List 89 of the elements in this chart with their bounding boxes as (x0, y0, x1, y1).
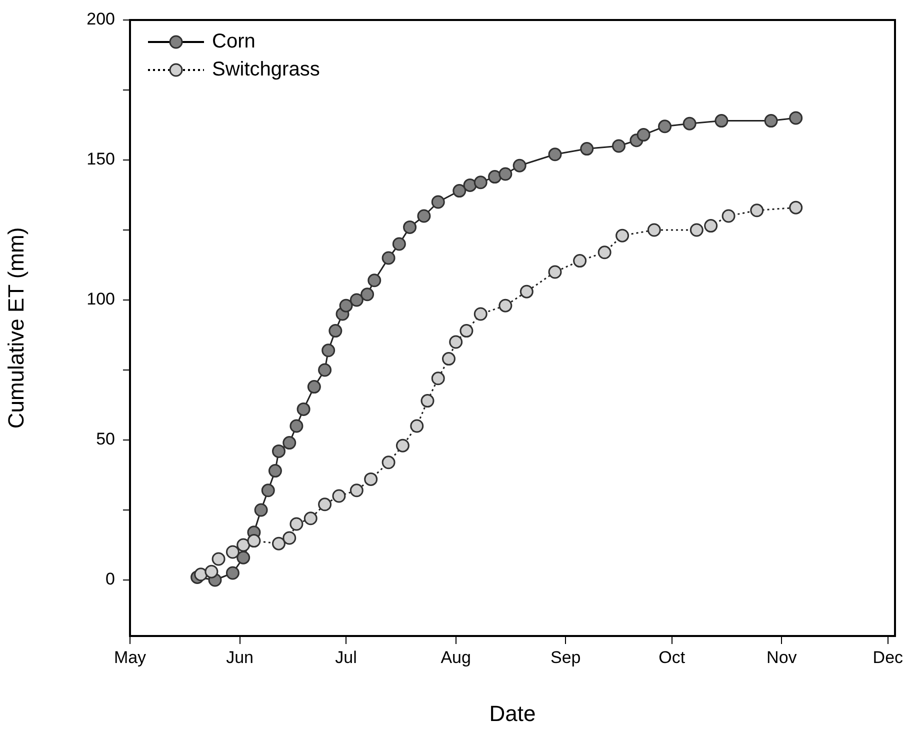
point (463, 178, 477, 192)
y-tick-label: 50 (96, 430, 115, 449)
point (573, 254, 587, 268)
point (272, 536, 286, 550)
point (382, 251, 396, 265)
point (339, 298, 353, 312)
point (403, 220, 417, 234)
legend-label: Corn (212, 30, 256, 53)
point (704, 219, 718, 233)
point (318, 363, 332, 377)
point (452, 184, 466, 198)
point (226, 566, 240, 580)
point (498, 167, 512, 181)
point (290, 419, 304, 433)
y-tick-label: 200 (86, 10, 115, 29)
point (204, 564, 218, 578)
point (598, 246, 612, 260)
y-tick-label: 0 (106, 570, 115, 589)
point (382, 456, 396, 470)
y-axis-title: Cumulative ET (mm) (3, 227, 28, 429)
x-tick-label: Aug (440, 648, 471, 667)
point (236, 550, 250, 564)
point (350, 293, 364, 307)
point (226, 545, 240, 559)
x-axis-title: Date (489, 700, 536, 726)
point (268, 464, 282, 478)
point (236, 538, 250, 552)
point (474, 307, 488, 321)
point (307, 380, 321, 394)
point (282, 436, 296, 450)
x-tick-label: Sep (550, 648, 581, 667)
point (548, 148, 562, 162)
legend-label: Switchgrass (212, 58, 320, 81)
point (690, 223, 704, 237)
point (682, 116, 696, 130)
x-tick-label: May (114, 648, 147, 667)
point (789, 111, 803, 125)
point (520, 284, 534, 298)
point (318, 498, 332, 512)
point (247, 534, 261, 548)
y-tick-label: 150 (86, 150, 115, 169)
point (410, 419, 424, 433)
point (392, 237, 406, 251)
x-tick-label: Nov (766, 648, 798, 667)
point (282, 531, 296, 545)
point (548, 265, 562, 279)
point (272, 444, 286, 458)
point (714, 114, 728, 128)
point (658, 120, 672, 134)
point (254, 503, 268, 517)
point (261, 484, 275, 498)
x-tick-label: Jun (226, 648, 254, 667)
point (750, 204, 764, 218)
point (512, 158, 526, 172)
point (417, 209, 431, 223)
point (722, 209, 736, 223)
point (474, 176, 488, 190)
point (431, 372, 445, 386)
point (194, 568, 208, 582)
point (332, 489, 346, 503)
point (396, 438, 410, 452)
point (442, 352, 456, 366)
point (612, 139, 626, 153)
y-tick-label: 100 (86, 290, 115, 309)
point (322, 344, 336, 358)
point (364, 472, 378, 486)
point (789, 200, 803, 214)
point (212, 552, 226, 566)
point (580, 142, 594, 156)
point (636, 128, 650, 142)
point (304, 512, 318, 526)
point (460, 324, 474, 338)
point (449, 335, 463, 349)
point (328, 324, 342, 338)
x-tick-label: Jul (335, 648, 357, 667)
point (420, 394, 434, 408)
point (296, 402, 310, 416)
point (498, 298, 512, 312)
point (616, 228, 630, 242)
point (764, 114, 778, 128)
point (488, 170, 502, 184)
x-tick-label: Dec (872, 648, 904, 667)
point (350, 484, 364, 498)
point (360, 288, 374, 302)
point (290, 517, 304, 531)
x-tick-label: Oct (658, 648, 686, 667)
point (647, 223, 661, 237)
point (368, 274, 382, 288)
point (431, 195, 445, 209)
